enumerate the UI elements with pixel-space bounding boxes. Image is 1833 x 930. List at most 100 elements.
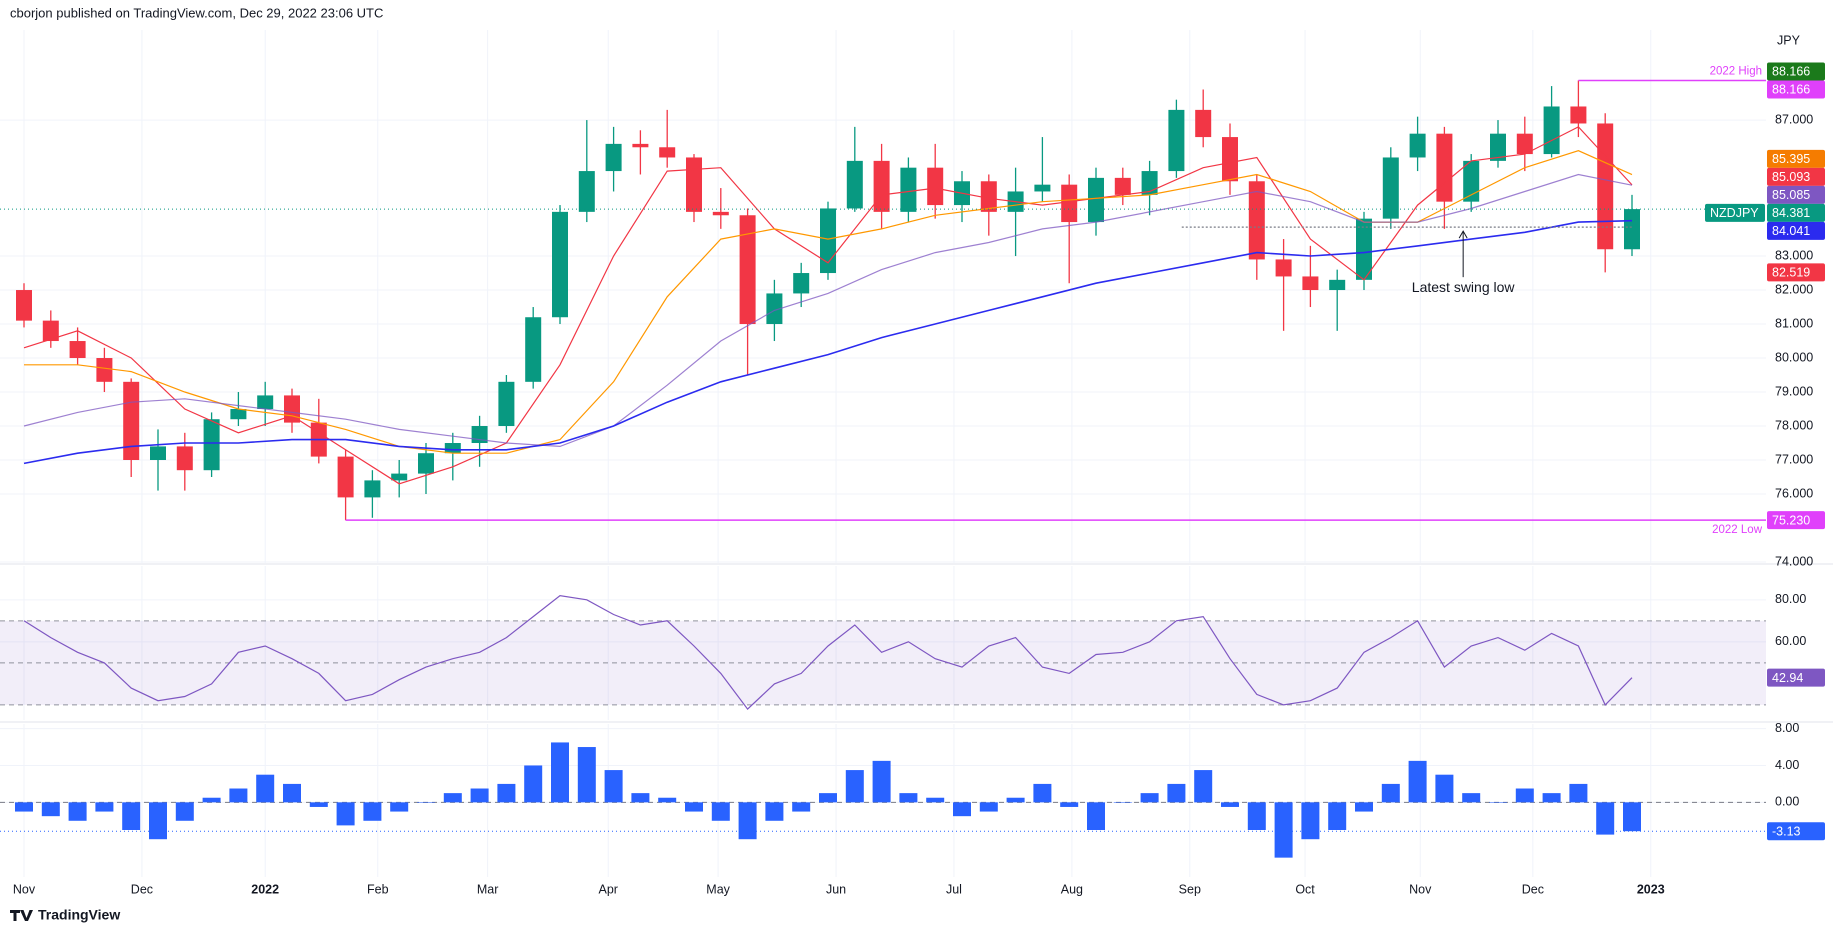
- price-label: 85.085: [1772, 188, 1810, 202]
- candle-body: [1597, 123, 1614, 250]
- candle-body: [793, 273, 810, 294]
- histogram-bar: [926, 797, 945, 803]
- candle-body: [69, 341, 86, 359]
- x-tick-label: Jul: [946, 882, 962, 896]
- histogram-bar: [1355, 802, 1373, 812]
- candle-body: [552, 211, 568, 318]
- histogram-bar: [283, 783, 301, 803]
- histogram-bar: [1140, 793, 1159, 803]
- x-tick-label: Dec: [131, 882, 153, 896]
- candle-body: [1275, 259, 1292, 277]
- x-tick-label: Sep: [1179, 882, 1201, 896]
- histogram-bar: [1087, 802, 1105, 830]
- histogram-value-label: -3.13: [1772, 824, 1801, 838]
- histogram-bar: [497, 783, 516, 803]
- histogram-bar: [68, 802, 87, 821]
- y-tick-label: 78.000: [1775, 418, 1813, 432]
- histogram-bar: [872, 760, 891, 803]
- candle-body: [418, 453, 434, 474]
- y-tick-label: 87.000: [1775, 112, 1813, 126]
- y-tick-label: 4.00: [1775, 758, 1799, 772]
- histogram-bar: [1274, 802, 1293, 858]
- histogram-bar: [1033, 783, 1052, 803]
- histogram-bar: [551, 742, 569, 803]
- candle-body: [659, 147, 676, 158]
- price-label: 82.519: [1772, 266, 1810, 280]
- x-tick-label: Apr: [599, 882, 618, 896]
- annotation-text: Latest swing low: [1412, 279, 1516, 295]
- x-tick-label: Dec: [1522, 882, 1544, 896]
- histogram-bar: [95, 802, 114, 812]
- y-tick-label: 74.000: [1775, 554, 1813, 568]
- histogram-bar: [309, 802, 328, 807]
- candle-body: [605, 143, 622, 172]
- histogram-bar: [1381, 783, 1400, 803]
- candle-body: [284, 395, 300, 423]
- histogram-bar: [1328, 802, 1347, 830]
- histogram-bar: [899, 793, 918, 803]
- rsi-line: [23, 594, 1633, 710]
- histogram-bar: [577, 747, 596, 803]
- histogram-bar: [1623, 802, 1641, 832]
- y-tick-label: 77.000: [1775, 452, 1813, 466]
- footer-logo: [10, 910, 33, 921]
- candle-body: [1114, 177, 1131, 195]
- histogram-bar: [631, 793, 650, 803]
- histogram-bar: [1247, 802, 1266, 830]
- candle-body: [176, 446, 193, 471]
- histogram-bar: [41, 802, 60, 817]
- histogram-bar: [470, 788, 489, 803]
- symbol-label-box: [1705, 203, 1765, 222]
- histogram-bar: [658, 797, 677, 803]
- histogram-bar: [1006, 797, 1025, 803]
- histogram-bar: [390, 802, 409, 812]
- candle-body: [1061, 184, 1078, 223]
- histogram-bar: [1542, 793, 1561, 803]
- price-label-box: [1767, 203, 1825, 222]
- price-label: 88.166: [1772, 83, 1810, 97]
- candle-body: [444, 443, 461, 454]
- x-tick-label: Oct: [1295, 882, 1315, 896]
- histogram-bar: [979, 802, 998, 812]
- candle-body: [1088, 177, 1104, 223]
- y-tick-label: 80.000: [1775, 350, 1813, 364]
- histogram-bar: [15, 802, 33, 812]
- candle-body: [498, 381, 515, 427]
- candle-body: [1141, 171, 1158, 195]
- y-tick-label: 0.00: [1775, 795, 1799, 809]
- y-tick-label: 60.00: [1775, 634, 1806, 648]
- price-label-box: [1767, 80, 1825, 99]
- histogram-bar: [1408, 760, 1427, 803]
- histogram-bar: [1060, 802, 1079, 807]
- moving-average-line: [23, 219, 1633, 465]
- y-tick-label: 81.000: [1775, 316, 1813, 330]
- histogram-bar: [363, 802, 382, 821]
- candle-body: [150, 446, 166, 461]
- candle-body: [1570, 106, 1587, 124]
- candle-body: [364, 480, 381, 498]
- histogram-bar: [1515, 788, 1534, 803]
- histogram-bar: [336, 802, 355, 826]
- y-tick-label: 80.00: [1775, 592, 1806, 606]
- histogram-bar: [1435, 774, 1454, 803]
- histogram-bar: [122, 802, 141, 830]
- candle-body: [1516, 133, 1533, 155]
- candle-body: [1543, 106, 1560, 155]
- y-tick-label: 76.000: [1775, 486, 1813, 500]
- x-tick-label: May: [706, 882, 730, 896]
- candle-body: [1382, 157, 1399, 219]
- price-label-box: [1767, 149, 1825, 168]
- price-label: 88.166: [1772, 65, 1810, 79]
- x-tick-label: 2022: [251, 882, 279, 896]
- candle-body: [96, 358, 113, 382]
- histogram-bar: [953, 802, 971, 817]
- histogram-bar: [229, 788, 248, 803]
- candle-body: [1463, 160, 1480, 202]
- histogram-bar: [792, 802, 811, 812]
- candle-body: [1624, 209, 1640, 250]
- histogram-bar: [1596, 802, 1615, 835]
- histogram-bar: [1301, 802, 1320, 840]
- level-label: 2022 High: [1710, 65, 1762, 77]
